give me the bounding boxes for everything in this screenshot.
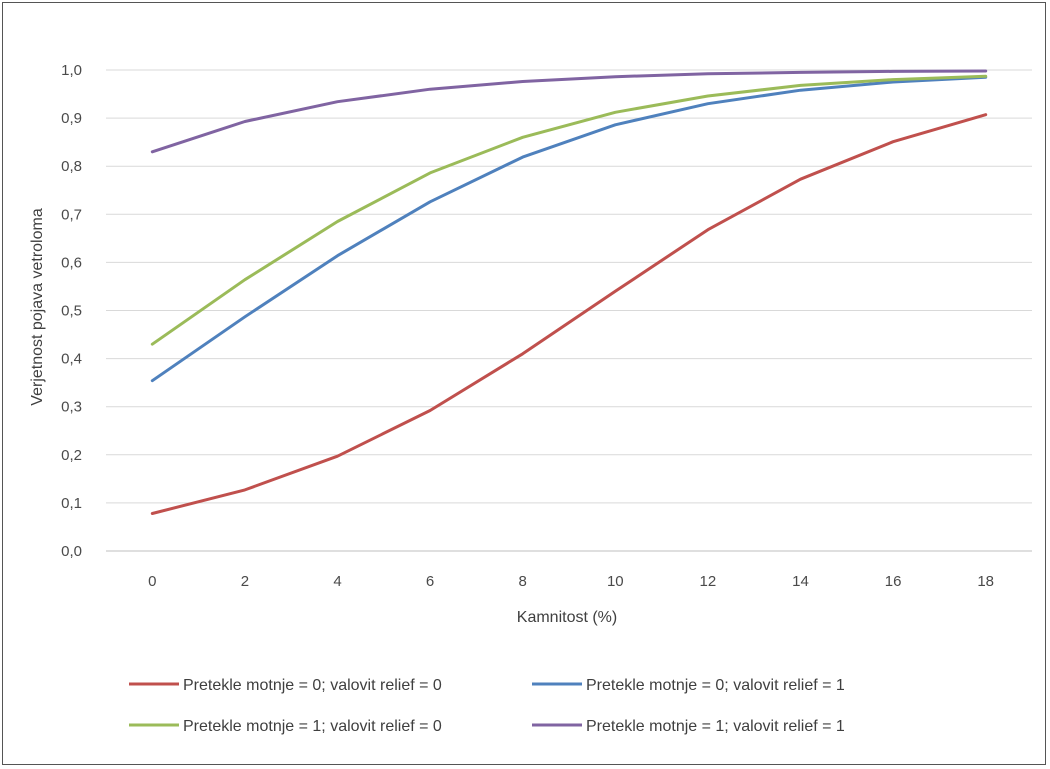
legend-item-4: Pretekle motnje = 1; valovit relief = 1 <box>532 718 845 735</box>
series-lines <box>150 69 988 515</box>
legend-label: Pretekle motnje = 1; valovit relief = 0 <box>183 718 442 735</box>
x-tick-label: 14 <box>792 573 809 590</box>
y-tick-label: 0,5 <box>61 303 82 320</box>
legend: Pretekle motnje = 0; valovit relief = 0 P… <box>129 677 845 735</box>
x-tick-label: 16 <box>885 573 902 590</box>
x-tick-label: 4 <box>333 573 341 590</box>
legend-item-3: Pretekle motnje = 1; valovit relief = 0 <box>129 718 442 735</box>
x-axis-title: Kamnitost (%) <box>517 609 617 626</box>
x-tick-label: 0 <box>148 573 156 590</box>
y-tick-label: 0,1 <box>61 495 82 512</box>
y-tick-label: 0,0 <box>61 543 82 560</box>
y-tick-label: 0,8 <box>61 158 82 175</box>
series-line-2 <box>150 75 988 383</box>
x-tick-label: 18 <box>977 573 994 590</box>
x-tick-label: 8 <box>519 573 527 590</box>
legend-label: Pretekle motnje = 0; valovit relief = 0 <box>183 677 442 694</box>
y-tick-label: 0,3 <box>61 399 82 416</box>
legend-item-1: Pretekle motnje = 0; valovit relief = 0 <box>129 677 442 694</box>
y-axis-title: Verjetnost pojava vetroloma <box>29 208 46 406</box>
legend-label: Pretekle motnje = 1; valovit relief = 1 <box>586 718 845 735</box>
x-tick-label: 10 <box>607 573 624 590</box>
x-tick-label: 6 <box>426 573 434 590</box>
y-tick-label: 0,4 <box>61 351 82 368</box>
legend-item-2: Pretekle motnje = 0; valovit relief = 1 <box>532 677 845 694</box>
y-tick-label: 0,9 <box>61 110 82 127</box>
legend-label: Pretekle motnje = 0; valovit relief = 1 <box>586 677 845 694</box>
x-tick-label: 2 <box>241 573 249 590</box>
series-line-1 <box>150 113 988 515</box>
x-tick-labels: 0 2 4 6 8 10 12 14 16 18 <box>148 573 994 590</box>
y-tick-labels: 0,0 0,1 0,2 0,3 0,4 0,5 0,6 0,7 0,8 0,9 1,0 <box>61 62 82 560</box>
series-line-3 <box>150 74 988 346</box>
y-tick-label: 0,7 <box>61 206 82 223</box>
y-tick-label: 0,2 <box>61 447 82 464</box>
series-line-4 <box>150 69 988 154</box>
x-tick-label: 12 <box>700 573 717 590</box>
y-tick-label: 0,6 <box>61 254 82 271</box>
y-tick-label: 1,0 <box>61 62 82 79</box>
